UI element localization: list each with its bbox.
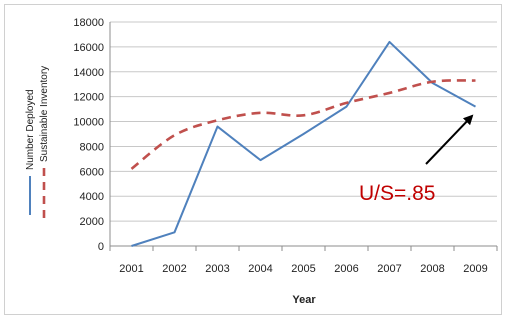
data-point	[259, 112, 261, 114]
x-tick-label: 2001	[119, 263, 143, 275]
annotation-label: U/S=.85	[359, 182, 435, 205]
data-point	[130, 245, 132, 247]
data-point	[173, 134, 175, 136]
axes: 0 2000 4000 6000 8000 10000 12000 14000 16000 180…	[73, 17, 498, 275]
data-point	[345, 105, 347, 107]
data-point	[431, 81, 433, 83]
data-point	[345, 102, 347, 104]
legend-label: Number Deployed	[25, 89, 36, 170]
x-axis-title: Year	[292, 294, 316, 306]
chart-border	[4, 4, 502, 315]
data-point	[388, 41, 390, 43]
y-tick-label: 18000	[73, 17, 104, 29]
x-tick-label: 2006	[334, 263, 358, 275]
data-point	[216, 125, 218, 127]
series-number-deployed	[130, 40, 476, 247]
annotation-arrow	[425, 114, 474, 165]
annotations: U/S=.85	[359, 114, 474, 205]
legend: Number Deployed Sustainable Inventory	[25, 66, 50, 218]
data-point	[130, 168, 132, 170]
legend-label: Sustainable Inventory	[39, 66, 50, 162]
data-point	[474, 105, 476, 107]
x-tick-label: 2002	[162, 263, 186, 275]
y-tick-label: 14000	[73, 67, 104, 79]
y-tick-label: 16000	[73, 42, 104, 54]
data-point	[302, 133, 304, 135]
series-lines	[130, 40, 476, 247]
y-tick-label: 8000	[80, 141, 104, 153]
data-point	[173, 231, 175, 233]
y-tick-label: 0	[98, 241, 104, 253]
series-sustainable-inventory	[130, 79, 476, 170]
y-tick-label: 12000	[73, 92, 104, 104]
data-point	[216, 119, 218, 121]
x-tick-label: 2009	[463, 263, 487, 275]
data-point	[474, 79, 476, 81]
x-tick-label: 2004	[248, 263, 272, 275]
data-point	[302, 114, 304, 116]
y-tick-label: 10000	[73, 117, 104, 129]
x-tick-label: 2003	[205, 263, 229, 275]
data-point	[259, 159, 261, 161]
y-tick-label: 6000	[80, 166, 104, 178]
x-tick-label: 2008	[420, 263, 444, 275]
y-tick-label: 2000	[80, 216, 104, 228]
data-point	[388, 92, 390, 94]
series-line	[130, 79, 476, 170]
x-tick-label: 2007	[377, 263, 401, 275]
x-tick-label: 2005	[291, 263, 315, 275]
series-line	[131, 40, 476, 247]
gridlines	[110, 21, 497, 247]
y-tick-label: 4000	[80, 191, 104, 203]
